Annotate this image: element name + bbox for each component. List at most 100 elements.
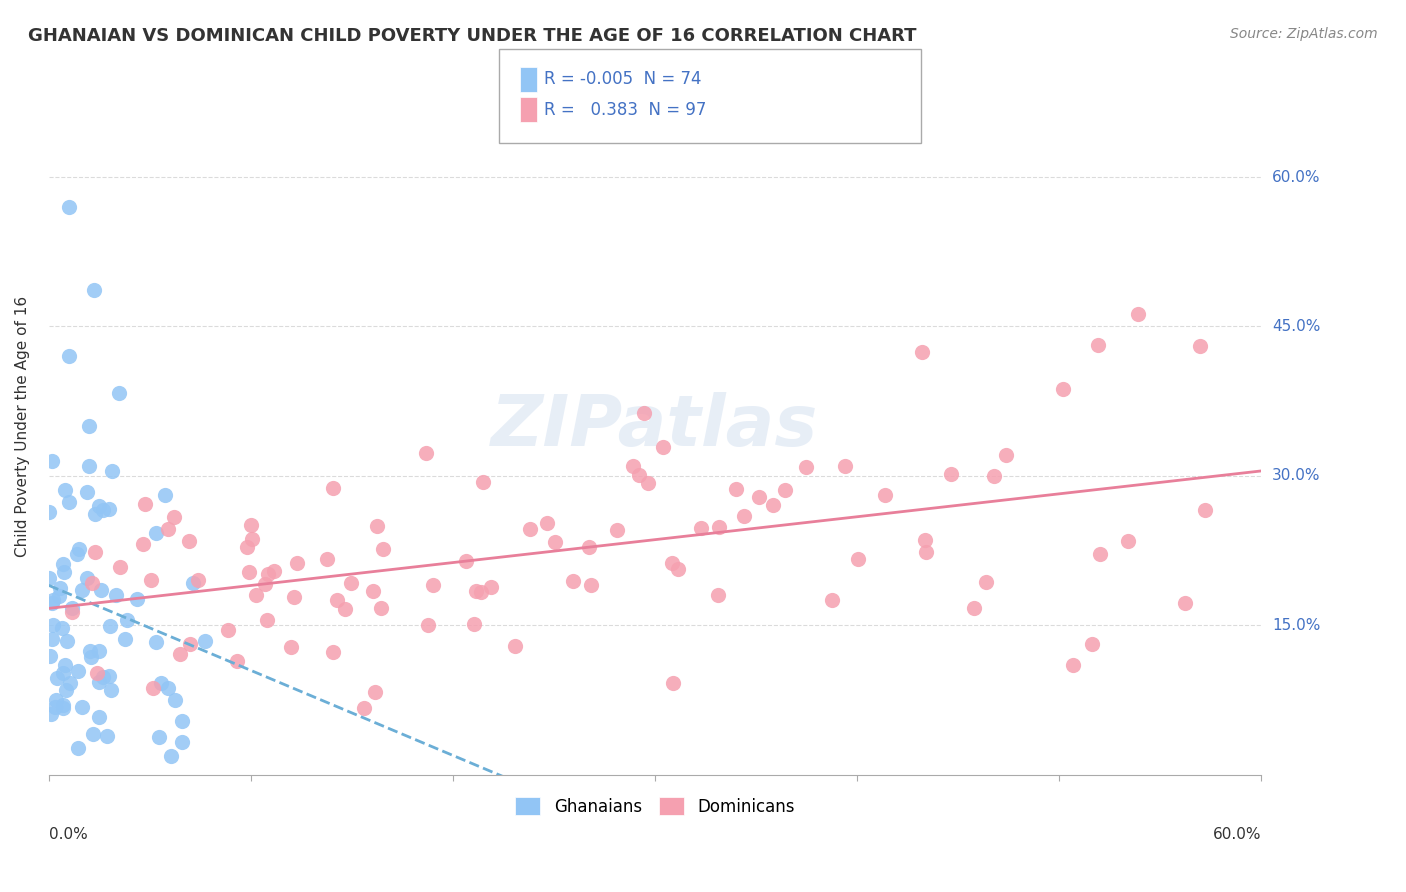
Point	[1052, 382, 1074, 396]
Point	[422, 578, 444, 592]
Point	[87, 644, 110, 658]
Text: 45.0%: 45.0%	[1272, 319, 1320, 334]
Point	[38, 505, 60, 519]
Point	[578, 541, 600, 555]
Point	[983, 469, 1005, 483]
Point	[1126, 307, 1149, 321]
Point	[733, 508, 755, 523]
Text: Source: ZipAtlas.com: Source: ZipAtlas.com	[1230, 27, 1378, 41]
Point	[773, 483, 796, 498]
Point	[77, 419, 100, 434]
Point	[962, 600, 984, 615]
Point	[52, 666, 75, 681]
Point	[134, 497, 156, 511]
Point	[371, 542, 394, 557]
Text: GHANAIAN VS DOMINICAN CHILD POVERTY UNDER THE AGE OF 16 CORRELATION CHART: GHANAIAN VS DOMINICAN CHILD POVERTY UNDE…	[28, 27, 917, 45]
Point	[1088, 547, 1111, 561]
Text: 0.0%: 0.0%	[49, 827, 87, 842]
Point	[170, 714, 193, 728]
Point	[706, 588, 728, 602]
Point	[762, 498, 785, 512]
Y-axis label: Child Poverty Under the Age of 16: Child Poverty Under the Age of 16	[15, 295, 30, 557]
Point	[666, 562, 689, 576]
Point	[911, 345, 934, 359]
Point	[98, 669, 121, 683]
Point	[41, 617, 63, 632]
Point	[156, 681, 179, 695]
Point	[353, 701, 375, 715]
Point	[39, 648, 62, 663]
Point	[87, 675, 110, 690]
Point	[322, 481, 344, 495]
Point	[253, 576, 276, 591]
Point	[82, 726, 104, 740]
Point	[160, 749, 183, 764]
Point	[76, 484, 98, 499]
Point	[637, 475, 659, 490]
Point	[52, 698, 75, 712]
Point	[846, 551, 869, 566]
Point	[76, 570, 98, 584]
Point	[41, 632, 63, 647]
Point	[748, 490, 770, 504]
Point	[132, 537, 155, 551]
Point	[58, 350, 80, 364]
Point	[177, 534, 200, 549]
Point	[45, 693, 67, 707]
Point	[245, 588, 267, 602]
Point	[361, 583, 384, 598]
Point	[1062, 657, 1084, 672]
Point	[59, 676, 82, 690]
Point	[39, 706, 62, 721]
Text: 60.0%: 60.0%	[1272, 169, 1320, 185]
Point	[108, 385, 131, 400]
Point	[217, 623, 239, 637]
Point	[80, 650, 103, 665]
Point	[145, 526, 167, 541]
Point	[89, 499, 111, 513]
Point	[562, 574, 585, 588]
Point	[725, 482, 748, 496]
Point	[661, 557, 683, 571]
Point	[179, 637, 201, 651]
Point	[52, 558, 75, 572]
Point	[1189, 339, 1212, 353]
Point	[91, 670, 114, 684]
Point	[41, 454, 63, 468]
Point	[187, 574, 209, 588]
Point	[479, 580, 502, 594]
Point	[55, 633, 77, 648]
Point	[169, 647, 191, 661]
Point	[98, 619, 121, 633]
Point	[519, 522, 541, 536]
Point	[503, 640, 526, 654]
Point	[66, 547, 89, 561]
Point	[914, 545, 936, 559]
Point	[153, 488, 176, 502]
Point	[315, 552, 337, 566]
Point	[995, 448, 1018, 462]
Point	[235, 541, 257, 555]
Point	[48, 581, 70, 595]
Point	[543, 535, 565, 549]
Point	[70, 699, 93, 714]
Point	[662, 675, 685, 690]
Point	[101, 464, 124, 478]
Point	[163, 692, 186, 706]
Point	[415, 446, 437, 460]
Text: R =   0.383  N = 97: R = 0.383 N = 97	[544, 101, 706, 119]
Text: ZIPatlas: ZIPatlas	[491, 392, 818, 460]
Point	[263, 564, 285, 578]
Point	[67, 741, 90, 756]
Point	[621, 458, 644, 473]
Text: 15.0%: 15.0%	[1272, 618, 1320, 632]
Point	[148, 730, 170, 744]
Point	[51, 621, 73, 635]
Point	[42, 592, 65, 607]
Point	[974, 574, 997, 589]
Point	[157, 522, 180, 536]
Point	[821, 593, 844, 607]
Point	[471, 475, 494, 489]
Point	[55, 683, 77, 698]
Point	[283, 590, 305, 604]
